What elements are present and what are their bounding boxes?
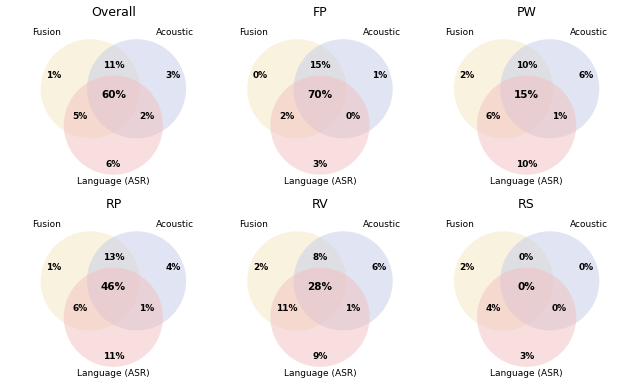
- Text: Fusion: Fusion: [239, 27, 268, 37]
- Text: 11%: 11%: [102, 353, 124, 361]
- Text: 4%: 4%: [165, 263, 180, 272]
- Text: Fusion: Fusion: [445, 27, 474, 37]
- Text: Language (ASR): Language (ASR): [284, 177, 356, 186]
- Text: 1%: 1%: [46, 263, 61, 272]
- Text: Language (ASR): Language (ASR): [77, 177, 150, 186]
- Text: 6%: 6%: [486, 112, 501, 122]
- Circle shape: [41, 39, 140, 139]
- Text: RS: RS: [518, 199, 535, 211]
- Circle shape: [64, 268, 163, 367]
- Text: 6%: 6%: [372, 263, 387, 272]
- Text: Language (ASR): Language (ASR): [284, 370, 356, 378]
- Circle shape: [64, 75, 163, 175]
- Circle shape: [500, 39, 599, 139]
- Text: 8%: 8%: [312, 253, 328, 262]
- Text: 0%: 0%: [253, 71, 268, 80]
- Circle shape: [454, 39, 553, 139]
- Text: Language (ASR): Language (ASR): [490, 370, 563, 378]
- Text: Language (ASR): Language (ASR): [490, 177, 563, 186]
- Text: Acoustic: Acoustic: [156, 220, 195, 229]
- Text: 0%: 0%: [519, 253, 534, 262]
- Text: 9%: 9%: [312, 353, 328, 361]
- Text: Acoustic: Acoustic: [156, 27, 195, 37]
- Text: RV: RV: [312, 199, 328, 211]
- Text: Fusion: Fusion: [33, 27, 61, 37]
- Text: 1%: 1%: [46, 71, 61, 80]
- Text: 2%: 2%: [279, 112, 294, 122]
- Circle shape: [500, 231, 599, 330]
- Text: 0%: 0%: [518, 283, 536, 293]
- Text: 0%: 0%: [552, 305, 567, 313]
- Text: 1%: 1%: [552, 112, 567, 122]
- Text: 6%: 6%: [579, 71, 594, 80]
- Text: 1%: 1%: [372, 71, 387, 80]
- Text: 11%: 11%: [102, 61, 124, 70]
- Text: 46%: 46%: [101, 283, 126, 293]
- Text: RP: RP: [105, 199, 122, 211]
- Circle shape: [41, 231, 140, 330]
- Text: 5%: 5%: [73, 112, 88, 122]
- Text: PW: PW: [516, 6, 536, 19]
- Circle shape: [294, 231, 393, 330]
- Text: 3%: 3%: [165, 71, 180, 80]
- Text: 1%: 1%: [346, 305, 361, 313]
- Circle shape: [247, 231, 346, 330]
- Text: Fusion: Fusion: [33, 220, 61, 229]
- Text: 70%: 70%: [307, 91, 333, 100]
- Text: 0%: 0%: [579, 263, 594, 272]
- Text: 1%: 1%: [139, 305, 154, 313]
- Circle shape: [247, 39, 346, 139]
- Text: Language (ASR): Language (ASR): [77, 370, 150, 378]
- Text: 10%: 10%: [516, 160, 538, 169]
- Text: 6%: 6%: [106, 160, 121, 169]
- Text: 0%: 0%: [346, 112, 360, 122]
- Circle shape: [87, 39, 186, 139]
- Text: 60%: 60%: [101, 91, 126, 100]
- Text: 28%: 28%: [307, 283, 333, 293]
- Text: 10%: 10%: [516, 61, 538, 70]
- Text: Acoustic: Acoustic: [363, 220, 401, 229]
- Text: Fusion: Fusion: [239, 220, 268, 229]
- Text: 13%: 13%: [102, 253, 124, 262]
- Text: 2%: 2%: [460, 263, 475, 272]
- Text: Overall: Overall: [91, 6, 136, 19]
- Text: Fusion: Fusion: [445, 220, 474, 229]
- Circle shape: [477, 268, 576, 367]
- Text: 3%: 3%: [312, 160, 328, 169]
- Text: 11%: 11%: [276, 305, 298, 313]
- Text: 6%: 6%: [73, 305, 88, 313]
- Text: 4%: 4%: [486, 305, 501, 313]
- Circle shape: [477, 75, 576, 175]
- Text: 15%: 15%: [514, 91, 539, 100]
- Text: 15%: 15%: [309, 61, 331, 70]
- Text: Acoustic: Acoustic: [570, 27, 607, 37]
- Text: 2%: 2%: [460, 71, 475, 80]
- Text: 3%: 3%: [519, 353, 534, 361]
- Text: Acoustic: Acoustic: [363, 27, 401, 37]
- Circle shape: [294, 39, 393, 139]
- Circle shape: [87, 231, 186, 330]
- Text: 2%: 2%: [139, 112, 154, 122]
- Circle shape: [454, 231, 553, 330]
- Text: FP: FP: [313, 6, 327, 19]
- Circle shape: [271, 75, 369, 175]
- Text: 2%: 2%: [253, 263, 268, 272]
- Circle shape: [271, 268, 369, 367]
- Text: Acoustic: Acoustic: [570, 220, 607, 229]
